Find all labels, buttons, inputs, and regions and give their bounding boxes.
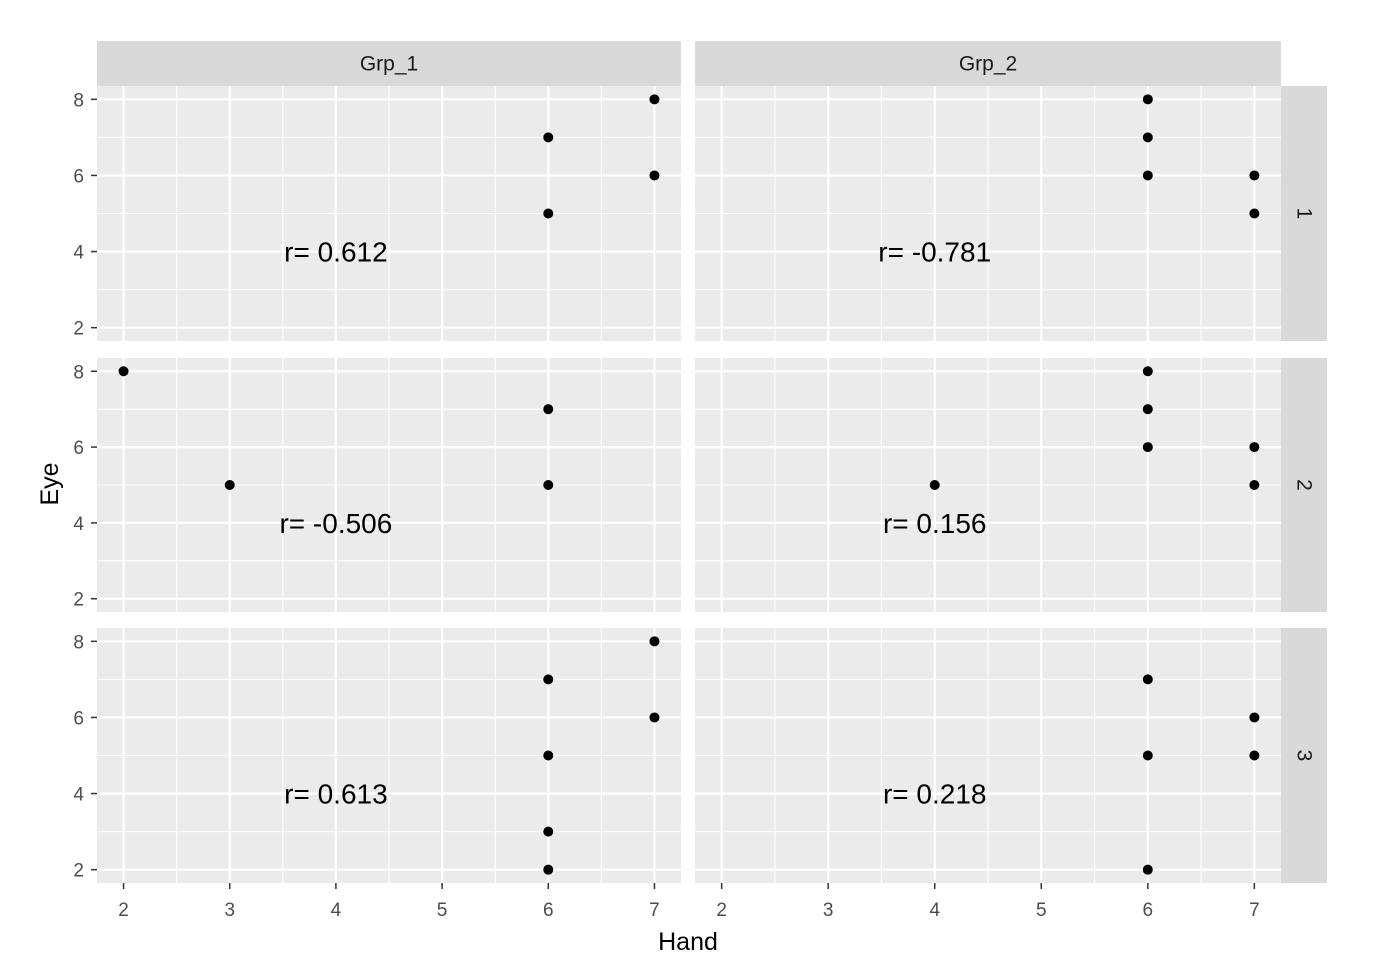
x-tick-label: 3	[224, 900, 235, 921]
data-point	[649, 94, 660, 105]
correlation-label: r= -0.781	[878, 237, 991, 268]
data-point	[543, 404, 554, 415]
correlation-label: r= 0.156	[883, 508, 987, 539]
data-point	[1142, 94, 1153, 105]
y-tick-label: 2	[73, 861, 84, 882]
data-point	[1142, 170, 1153, 181]
panels-layer: Grp_1 Grp_2 1 2 3 2 4 6 8 2 4 6 8 2 4 6 8 2 3 4 5 6 7 2 3 4 5 6 7 r= …	[73, 41, 1327, 921]
correlation-label: r= 0.613	[284, 779, 388, 810]
x-tick-label: 2	[716, 900, 727, 921]
y-tick-label: 8	[73, 632, 84, 653]
facet-strip-top	[97, 41, 681, 86]
data-point	[1249, 442, 1260, 453]
x-tick-label: 2	[118, 900, 129, 921]
y-tick-label: 4	[73, 785, 84, 806]
x-tick-label: 5	[1036, 900, 1047, 921]
data-point	[543, 674, 554, 685]
data-point	[1142, 750, 1153, 761]
y-tick-label: 6	[73, 708, 84, 729]
y-tick-label: 4	[73, 514, 84, 535]
data-point	[1249, 750, 1260, 761]
facet-strip-label: 3	[1293, 750, 1316, 762]
x-tick-label: 4	[331, 900, 342, 921]
y-tick-label: 6	[73, 166, 84, 187]
y-tick-label: 8	[73, 90, 84, 111]
data-point	[543, 132, 554, 143]
facet-strip-right	[1281, 86, 1327, 341]
facet-strip-right	[1281, 358, 1327, 612]
y-tick-label: 6	[73, 438, 84, 459]
x-tick-label: 3	[823, 900, 834, 921]
facet-strip-right	[1281, 628, 1327, 883]
data-point	[1142, 864, 1153, 875]
data-point	[543, 826, 554, 837]
data-point	[1249, 170, 1260, 181]
data-point	[649, 170, 660, 181]
data-point	[224, 480, 235, 490]
data-point	[649, 712, 660, 723]
data-point	[1249, 480, 1260, 490]
data-point	[1142, 132, 1153, 143]
data-point	[118, 366, 129, 377]
facet-strip-label: 1	[1293, 208, 1316, 220]
data-point	[1249, 208, 1260, 219]
x-tick-label: 7	[649, 900, 660, 921]
facet-strip-label: Grp_2	[959, 53, 1017, 76]
facet-strip-label: Grp_1	[360, 53, 418, 76]
x-tick-label: 6	[543, 900, 554, 921]
x-tick-label: 4	[929, 900, 940, 921]
data-point	[1142, 442, 1153, 453]
correlation-label: r= 0.218	[883, 779, 987, 810]
data-point	[1142, 366, 1153, 377]
data-point	[543, 750, 554, 761]
correlation-label: r= 0.612	[284, 237, 388, 268]
data-point	[1249, 712, 1260, 723]
facet-strip-label: 2	[1293, 479, 1316, 491]
data-point	[929, 480, 940, 490]
y-axis-title: Eye	[36, 462, 64, 505]
y-tick-label: 4	[73, 243, 84, 264]
y-tick-label: 8	[73, 362, 84, 383]
facet-strip-top	[695, 41, 1281, 86]
data-point	[543, 864, 554, 875]
data-point	[1142, 674, 1153, 685]
x-tick-label: 5	[437, 900, 448, 921]
data-point	[1142, 404, 1153, 415]
y-tick-label: 2	[73, 319, 84, 340]
data-point	[543, 208, 554, 219]
x-tick-label: 6	[1143, 900, 1154, 921]
data-point	[543, 480, 554, 490]
data-point	[649, 636, 660, 647]
x-axis-title: Hand	[658, 928, 718, 956]
y-tick-label: 2	[73, 590, 84, 611]
x-tick-label: 7	[1249, 900, 1260, 921]
correlation-label: r= -0.506	[279, 508, 392, 539]
